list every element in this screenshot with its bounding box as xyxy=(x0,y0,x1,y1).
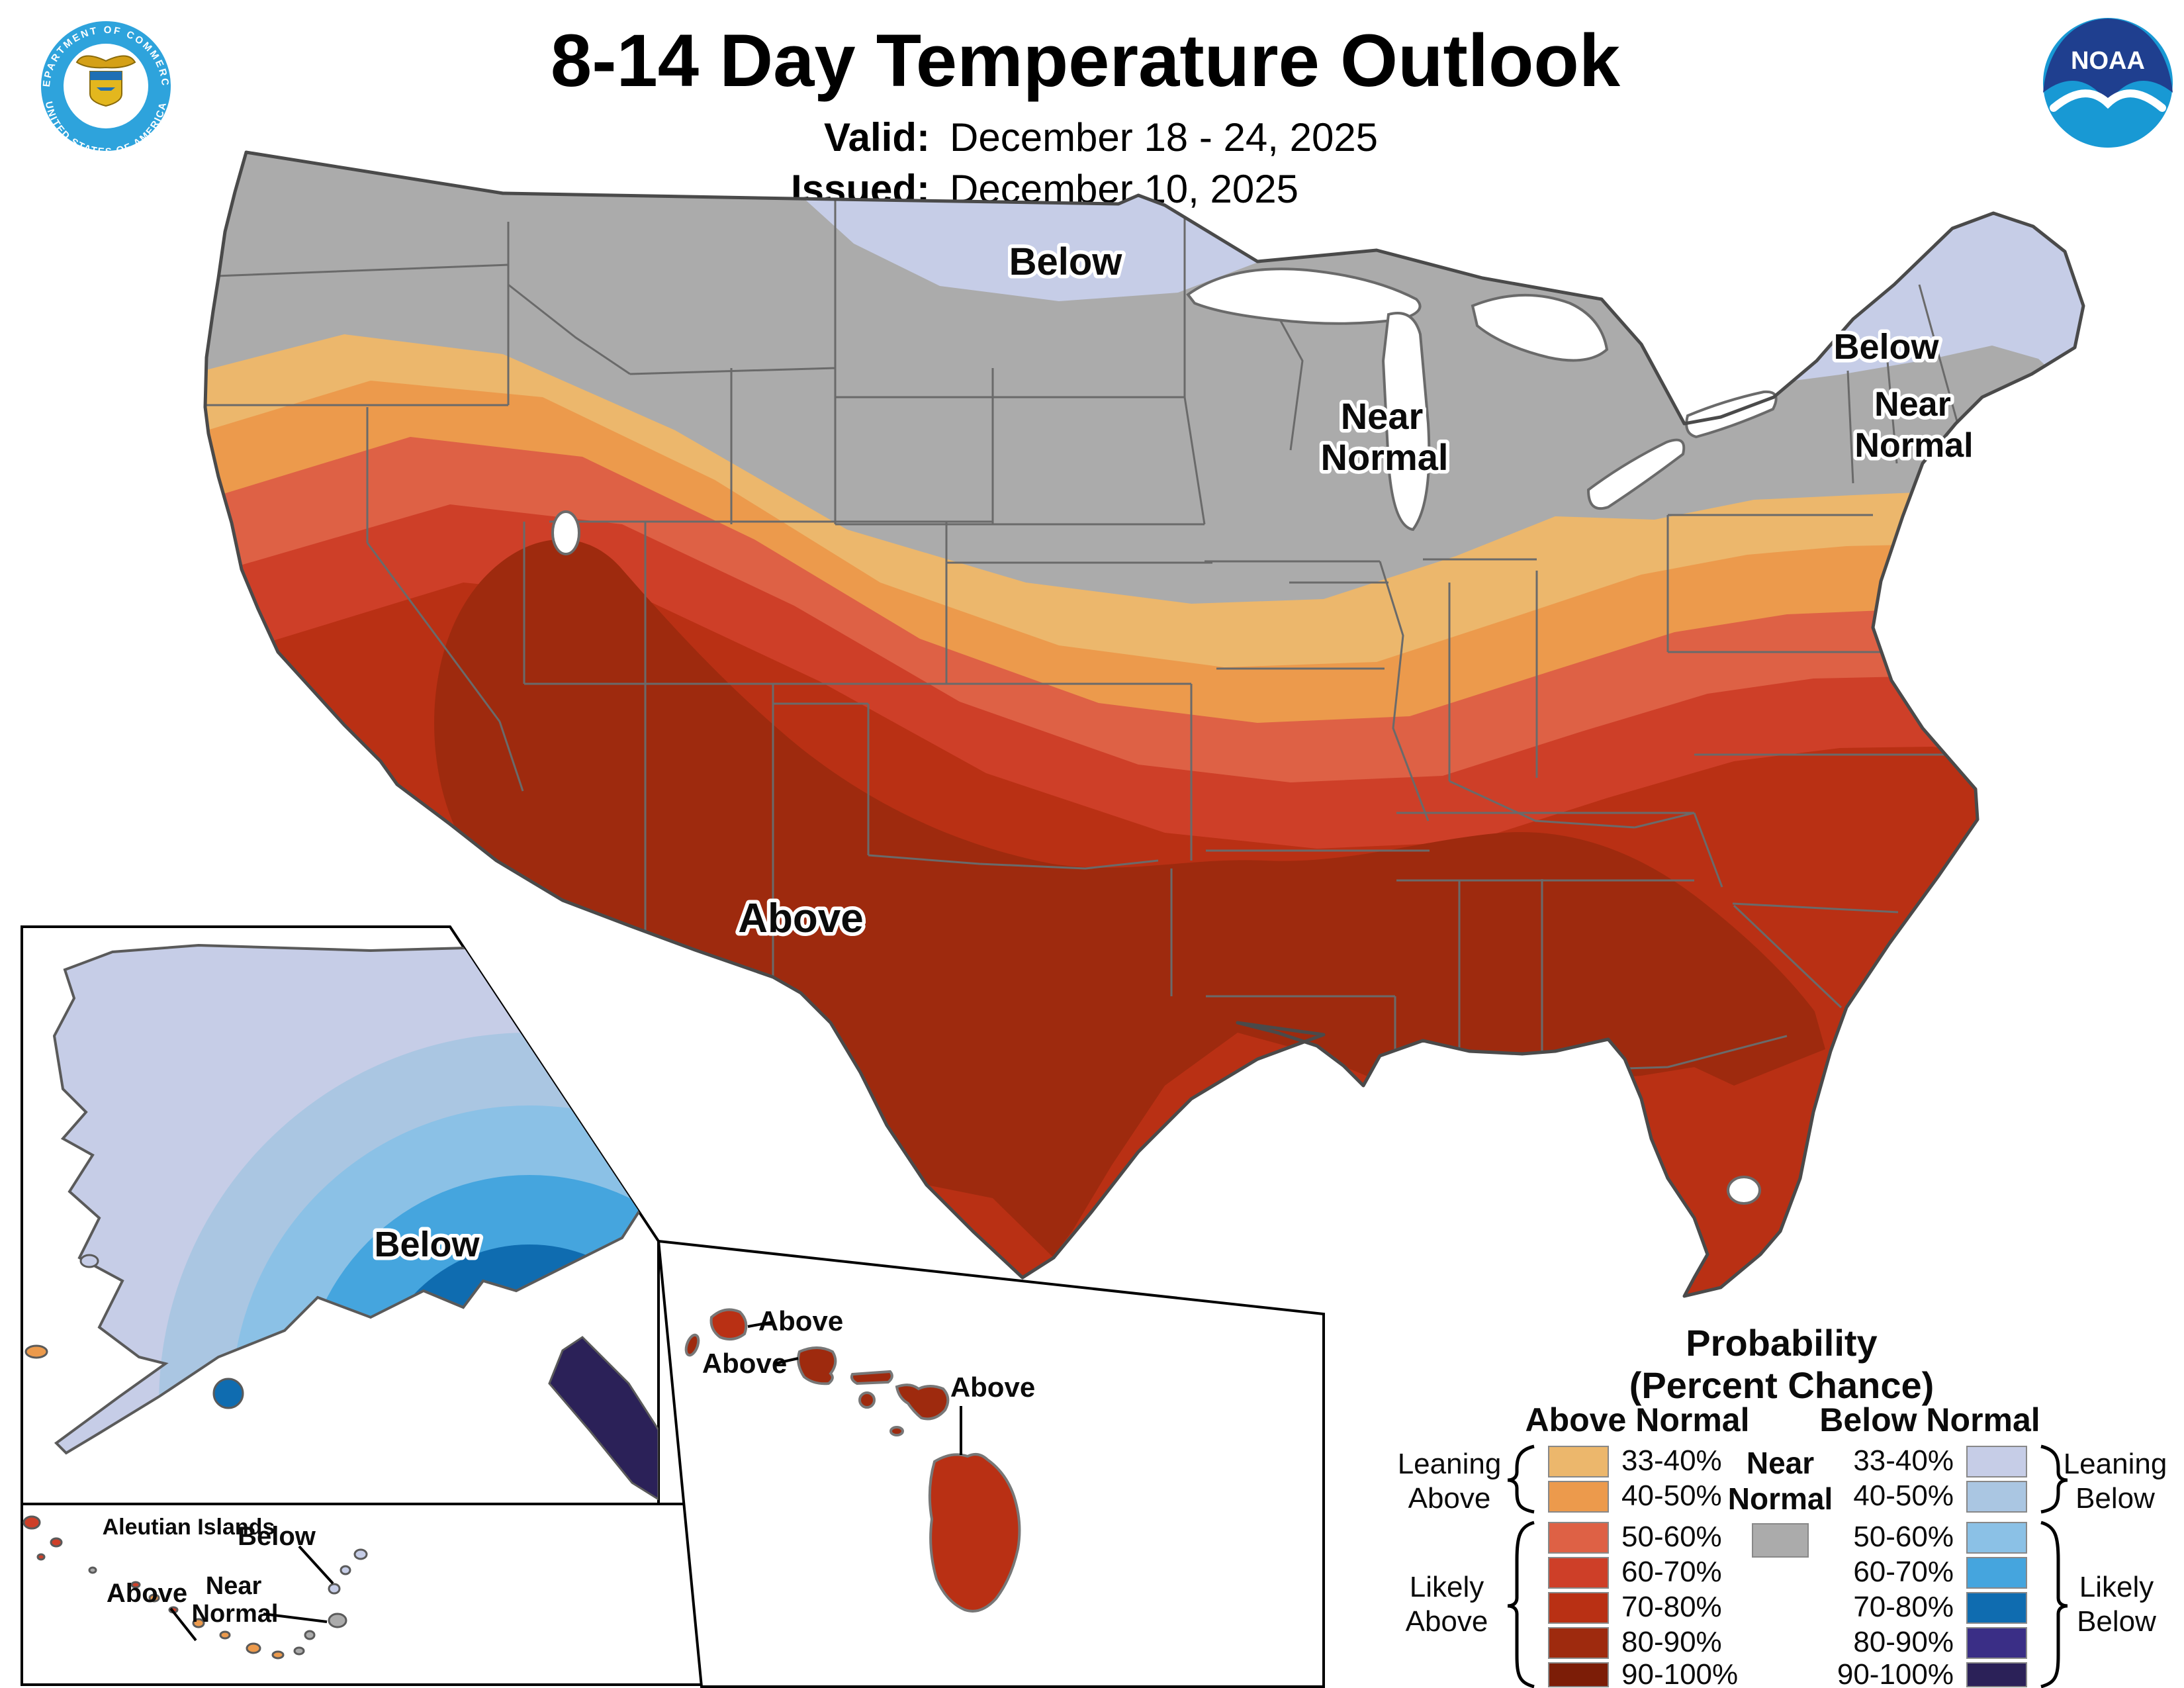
svg-text:40-50%: 40-50% xyxy=(1621,1479,1722,1512)
svg-text:90-100%: 90-100% xyxy=(1837,1658,1954,1688)
caption-leaning-below-2: Below xyxy=(2075,1482,2155,1515)
doc-seal-logo: DEPARTMENT OF COMMERCE UNITED STATES OF … xyxy=(0,0,171,158)
svg-text:60-70%: 60-70% xyxy=(1853,1556,1954,1588)
brace-leaning-above xyxy=(1507,1444,1535,1514)
legend-near-line2: Normal xyxy=(1728,1481,1833,1516)
brace-likely-below xyxy=(2040,1521,2068,1688)
legend-below-range-labels: 33-40% 40-50% 50-60% 60-70% 70-80% 80-90… xyxy=(1837,1444,1954,1688)
doc-shield-icon xyxy=(89,71,122,107)
island-oahu xyxy=(797,1346,837,1385)
hawaii-islands xyxy=(684,1308,1021,1613)
state-borders xyxy=(205,199,1982,1139)
island-big-island xyxy=(928,1452,1021,1613)
ak-st-matthew-island xyxy=(79,1254,99,1268)
region-above-80-90 xyxy=(434,539,1825,1271)
label-below-north: Below xyxy=(1009,240,1123,283)
label-aleutian-near: Near xyxy=(206,1572,262,1600)
svg-text:90-100%: 90-100% xyxy=(1621,1658,1738,1688)
lake-okeechobee xyxy=(1727,1176,1761,1205)
hawaii-inset: Above Above Above xyxy=(657,1239,1325,1688)
label-aleutian-below: Below xyxy=(238,1522,316,1551)
legend-title-line1: Probability xyxy=(1686,1322,1877,1364)
label-below-northeast: Below xyxy=(1833,327,1939,367)
svg-text:60-70%: 60-70% xyxy=(1621,1556,1722,1588)
island-maui xyxy=(895,1383,950,1421)
svg-text:70-80%: 70-80% xyxy=(1853,1591,1954,1623)
legend-near-swatch xyxy=(1752,1523,1809,1558)
noaa-logo-text: NOAA xyxy=(2071,47,2145,75)
aleutian-pointer-lines xyxy=(169,1545,334,1642)
label-near-nc-line1: Near xyxy=(1341,395,1424,437)
svg-text:33-40%: 33-40% xyxy=(1853,1444,1954,1477)
label-hi-above-kauai: Above xyxy=(758,1305,843,1336)
island-kauai xyxy=(709,1308,748,1341)
caption-likely-above-1: Likely xyxy=(1410,1571,1484,1603)
valid-label: Valid: xyxy=(824,115,930,160)
aleutian-chain xyxy=(23,1515,368,1660)
svg-text:80-90%: 80-90% xyxy=(1621,1626,1722,1658)
label-aleutian-title: Aleutian Islands xyxy=(103,1515,275,1540)
legend-above-range-labels: 33-40% 40-50% 50-60% 60-70% 70-80% 80-90… xyxy=(1621,1444,1738,1688)
hawaii-pointer-lines xyxy=(747,1321,962,1455)
ak-pribilof-island xyxy=(24,1344,48,1359)
caption-likely-below-1: Likely xyxy=(2079,1571,2154,1603)
lake-huron xyxy=(1471,293,1609,362)
noaa-logo: NOAA xyxy=(2043,18,2173,148)
label-near-ne-line2: Normal xyxy=(1854,426,1973,465)
lake-superior xyxy=(1186,267,1422,325)
brace-leaning-below xyxy=(2040,1444,2068,1514)
legend-braces xyxy=(1507,1444,2068,1688)
doc-eagle-icon xyxy=(75,55,136,69)
conus-outline xyxy=(203,150,2085,1298)
label-hi-above-big-island: Above xyxy=(950,1372,1035,1403)
legend-below-swatches xyxy=(1966,1446,2027,1687)
legend-title-line2: (Percent Chance) xyxy=(1629,1364,1934,1406)
svg-text:33-40%: 33-40% xyxy=(1621,1444,1722,1477)
label-near-nc-line2: Normal xyxy=(1321,436,1449,478)
island-kahoolawe xyxy=(889,1426,904,1436)
island-molokai xyxy=(850,1370,893,1385)
caption-leaning-below-1: Leaning xyxy=(2064,1448,2167,1480)
legend-near-line1: Near xyxy=(1747,1446,1814,1480)
aleutian-inset: Aleutian Islands Below Near Normal Above xyxy=(21,1503,703,1686)
island-lanai xyxy=(858,1391,876,1409)
legend-brace-captions: Leaning Above Likely Above Leaning Below… xyxy=(1398,1448,2167,1638)
label-ak-below: Below xyxy=(374,1225,480,1264)
svg-text:40-50%: 40-50% xyxy=(1853,1479,1954,1512)
svg-text:50-60%: 50-60% xyxy=(1621,1521,1722,1553)
svg-text:80-90%: 80-90% xyxy=(1853,1626,1954,1658)
caption-leaning-above-1: Leaning xyxy=(1398,1448,1502,1480)
valid-value: December 18 - 24, 2025 xyxy=(950,115,1378,160)
lake-erie xyxy=(1586,438,1686,510)
label-above-main: Above xyxy=(738,896,863,941)
caption-leaning-above-2: Above xyxy=(1408,1482,1491,1515)
legend-above-header: Above Normal xyxy=(1525,1401,1750,1438)
noaa-gull-icon xyxy=(2050,89,2166,112)
caption-likely-below-2: Below xyxy=(2077,1605,2156,1638)
lake-michigan xyxy=(1381,312,1431,532)
svg-text:70-80%: 70-80% xyxy=(1621,1591,1722,1623)
great-salt-lake xyxy=(551,510,580,555)
page-title: 8-14 Day Temperature Outlook xyxy=(551,19,1621,102)
ak-panhandle xyxy=(548,1336,659,1501)
legend-above-swatches xyxy=(1548,1446,1609,1687)
noaa-fan-icon xyxy=(2043,19,2173,103)
label-aleutian-above: Above xyxy=(107,1579,187,1608)
legend-below-header: Below Normal xyxy=(1819,1401,2040,1438)
caption-likely-above-2: Above xyxy=(1406,1605,1488,1638)
label-near-ne-line1: Near xyxy=(1874,385,1951,424)
svg-text:50-60%: 50-60% xyxy=(1853,1521,1954,1553)
ak-kodiak-island xyxy=(212,1378,244,1409)
label-hi-above-oahu: Above xyxy=(702,1348,787,1379)
brace-likely-above xyxy=(1507,1521,1535,1688)
legend: Probability (Percent Chance) Above Norma… xyxy=(1398,1322,2167,1688)
island-niihau xyxy=(684,1333,700,1357)
